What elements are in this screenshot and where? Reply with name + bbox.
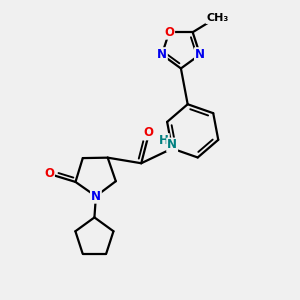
Text: N: N xyxy=(195,48,205,61)
Text: N: N xyxy=(157,48,167,61)
Text: O: O xyxy=(144,126,154,140)
Text: N: N xyxy=(167,139,177,152)
Text: N: N xyxy=(91,190,101,203)
Text: CH₃: CH₃ xyxy=(206,13,229,23)
Text: O: O xyxy=(44,167,54,181)
Text: O: O xyxy=(164,26,174,39)
Text: H: H xyxy=(159,134,169,147)
